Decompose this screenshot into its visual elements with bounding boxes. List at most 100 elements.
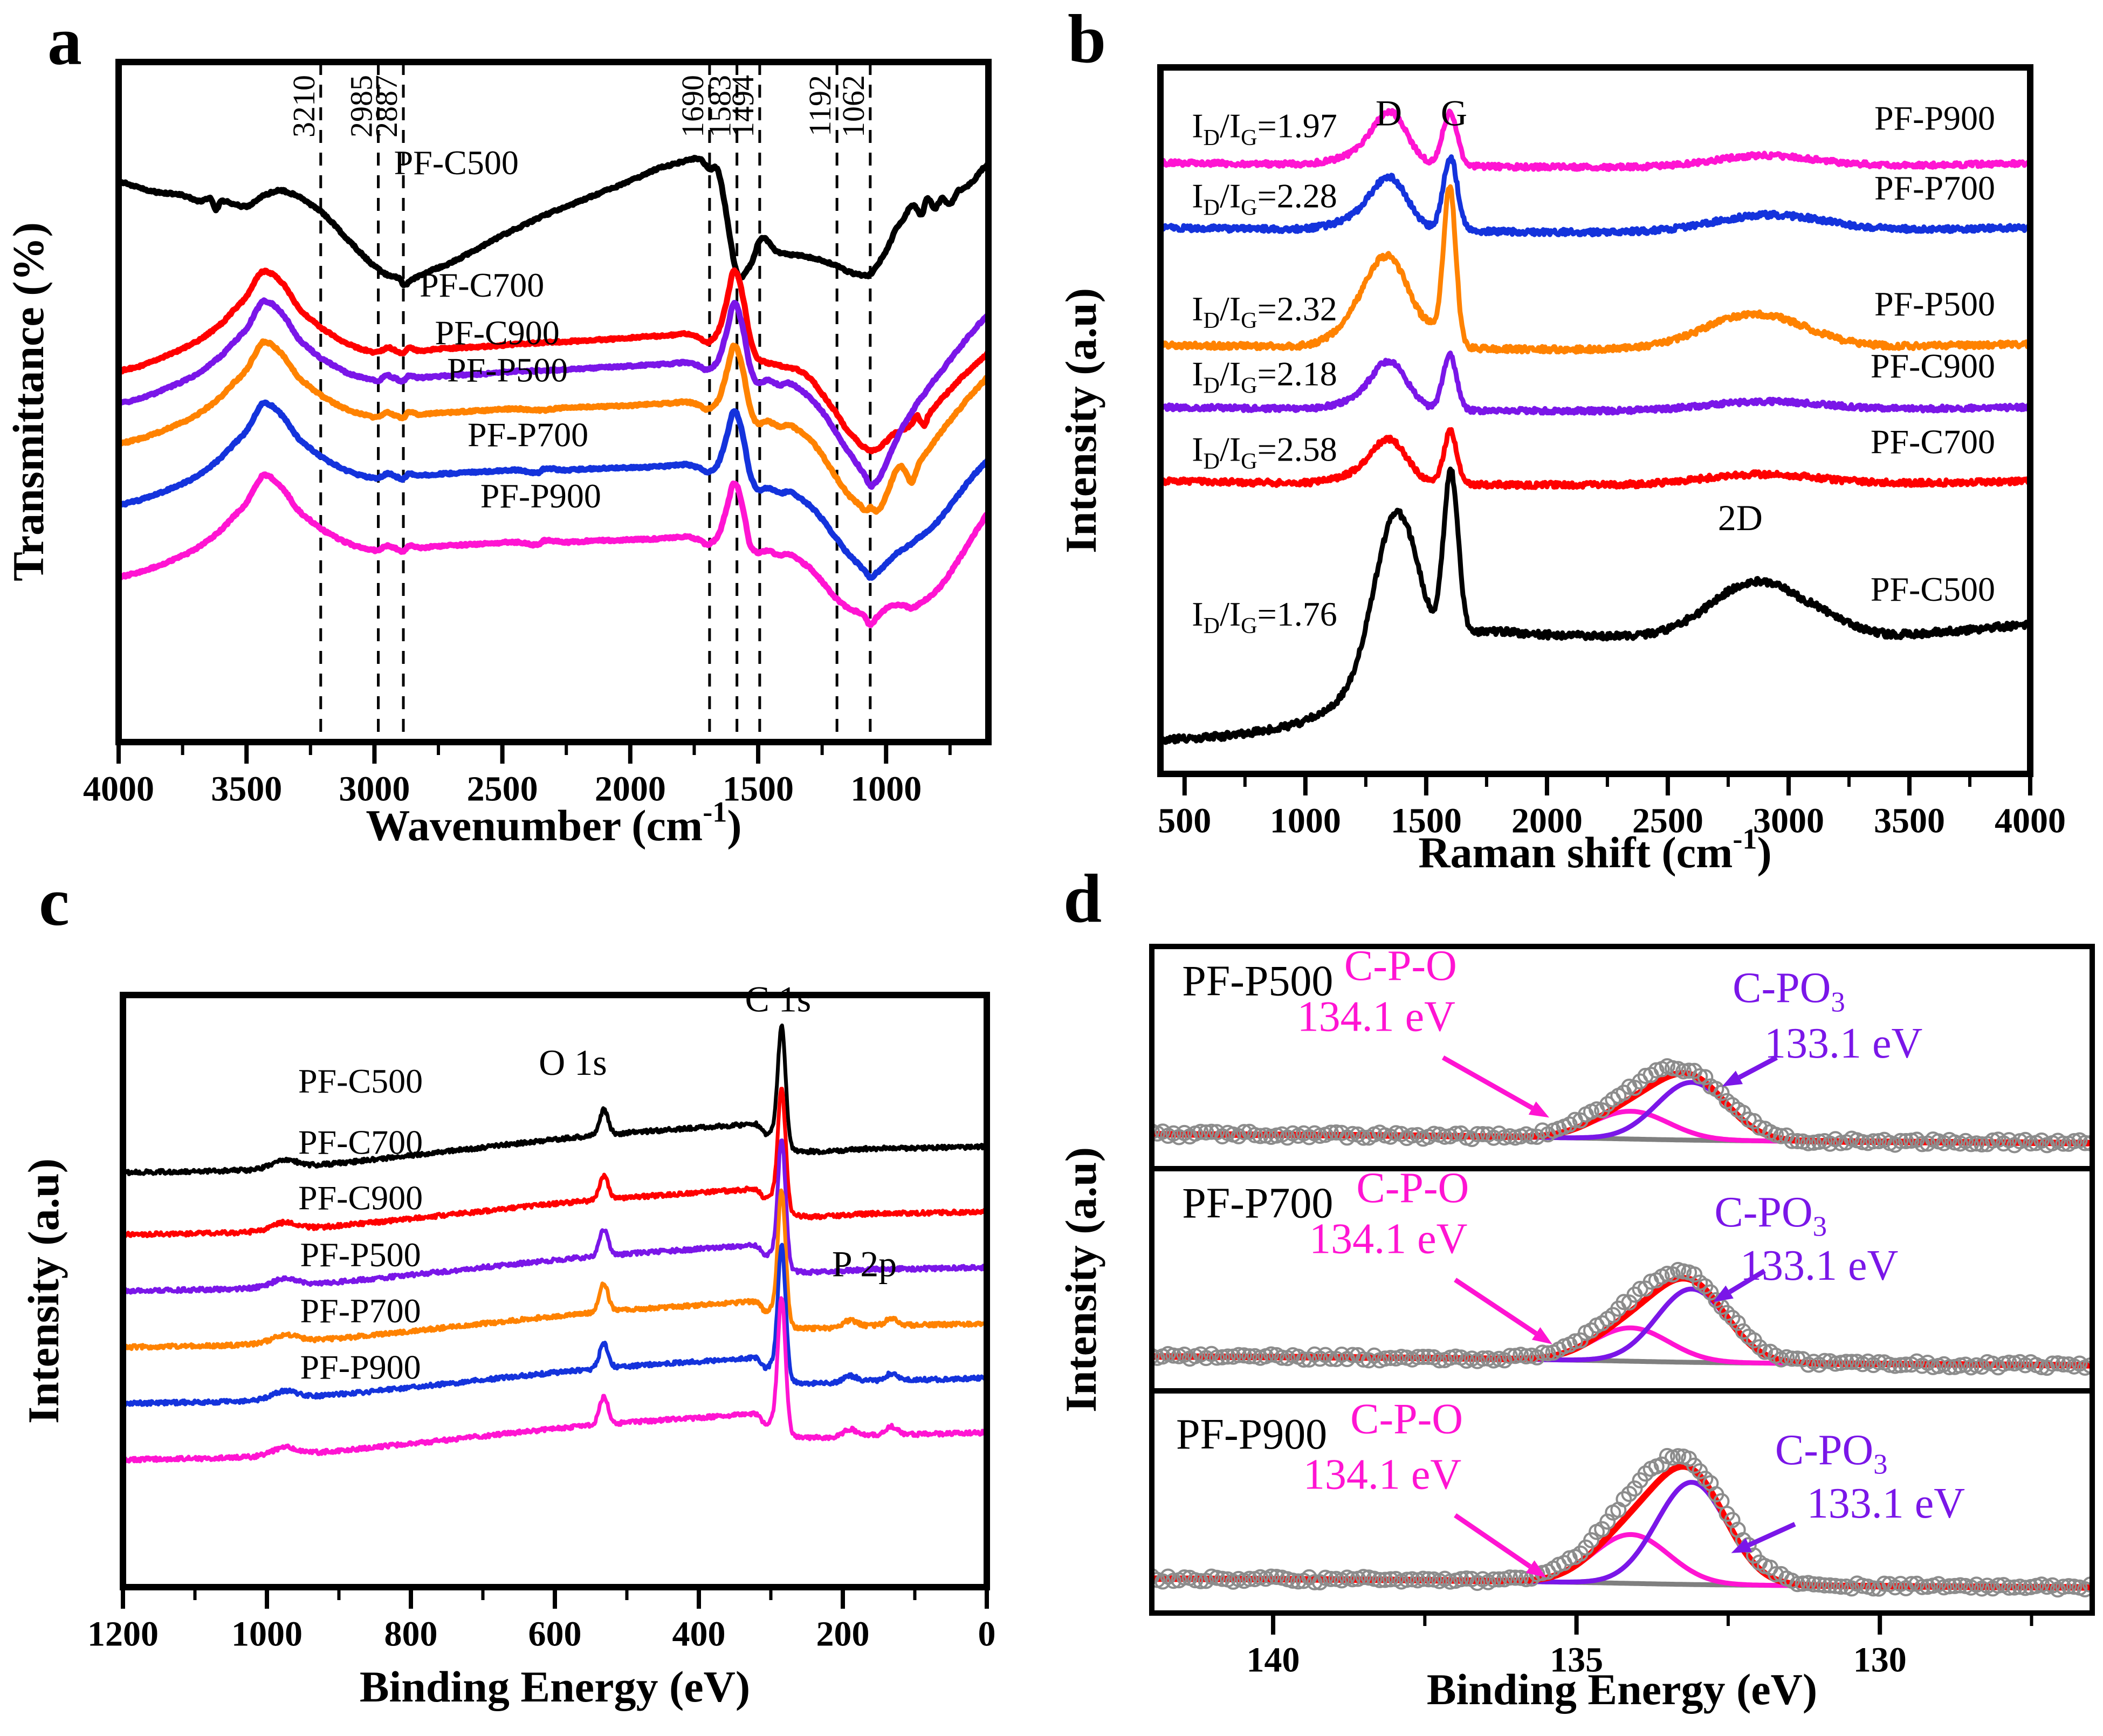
panel-d-letter: d	[1063, 860, 1102, 937]
panel-d3: 140 135 130 PF-P900 C-P-O 134.1 eV C-PO3133.1 …	[1149, 1388, 2095, 1714]
panel-d2-arrow-1-head	[1713, 1285, 1734, 1302]
panel-c-label-5: PF-P900	[300, 1348, 421, 1387]
panel-c-ticklabel-1200: 1200	[87, 1614, 159, 1653]
panel-d2-label-4: 133.1 eV	[1740, 1242, 1898, 1289]
panel-a-series-PF-C700	[119, 267, 988, 455]
panel-c-series-PF-C500	[123, 1023, 987, 1176]
panel-d3-arrow-0-shaft	[1454, 1513, 1532, 1569]
panel-c-label-1: PF-C700	[298, 1123, 423, 1161]
panel-a-ticklabel-3000: 3000	[339, 769, 410, 808]
panel-a-series-PF-C900	[119, 297, 988, 490]
panel-b-series-PF-P500	[1160, 184, 2030, 355]
panel-a-label-5: PF-P900	[480, 477, 601, 515]
panel-b-label-3: ID/IG=1.97	[1192, 107, 1337, 150]
panel-a-series-PF-P500	[119, 338, 988, 515]
panel-a-label-0: PF-C500	[394, 143, 519, 182]
panel-d3-ticklabel-130: 130	[1853, 1640, 1907, 1679]
panel-a-refline-label-2985: 2985	[344, 75, 379, 138]
panel-c-letter: c	[39, 863, 70, 940]
panel-d3-xlabel: Binding Energy (eV)	[1427, 1665, 1817, 1714]
panel-a-series-PF-P700	[119, 399, 988, 581]
panel-c-ticklabel-800: 800	[384, 1614, 438, 1653]
panel-d1-arrow-1-head	[1722, 1071, 1743, 1087]
panel-b-label-1: G	[1441, 92, 1467, 133]
panel-a-ticklabel-2500: 2500	[467, 769, 538, 808]
panel-a-label-1: PF-C700	[420, 266, 544, 304]
panel-c-series-PF-P700	[123, 1243, 987, 1407]
panel-b-label-11: PF-P500	[1874, 285, 1995, 323]
panel-d2-arrow-1-shaft	[1728, 1268, 1766, 1294]
panel-d3-series-raw-data	[1152, 1447, 2092, 1598]
panel-d1-arrow-1-shaft	[1738, 1055, 1778, 1080]
panel-b-ticklabel-500: 500	[1158, 801, 1211, 840]
panel-d1-label-1: C-P-O	[1344, 942, 1457, 990]
panel-d1-arrow-0-shaft	[1441, 1055, 1534, 1110]
panel-a-refline-label-1583: 1583	[703, 75, 738, 138]
panel-c-ticklabel-600: 600	[528, 1614, 582, 1653]
panel-d2-series-raw-data	[1152, 1261, 2092, 1376]
panel-b-series-PF-C500	[1160, 466, 2030, 745]
panel-c-ticklabel-0: 0	[978, 1614, 996, 1653]
panel-b-ticklabel-1000: 1000	[1270, 801, 1341, 840]
panel-a-refline-label-1192: 1192	[802, 75, 837, 136]
panel-a-label-2: PF-C900	[435, 313, 560, 352]
panel-a-ticklabel-2000: 2000	[595, 769, 666, 808]
panel-d3-label-2: 134.1 eV	[1303, 1451, 1461, 1498]
panel-b-label-10: PF-P700	[1874, 169, 1995, 207]
panel-b-label-6: ID/IG=2.18	[1192, 355, 1337, 399]
panel-c-series-PF-C700	[123, 1087, 987, 1238]
panel-d2-ylabel: Intensity (a.u)	[1056, 1147, 1105, 1412]
panel-b-series-PF-C700	[1160, 427, 2030, 490]
panel-b-label-12: PF-C900	[1871, 347, 1995, 385]
panel-a-ticklabel-4000: 4000	[83, 769, 154, 808]
panel-d1-label-4: 133.1 eV	[1764, 1020, 1922, 1067]
panel-b-label-2: 2D	[1718, 497, 1763, 538]
panel-c-label-7: C 1s	[745, 979, 811, 1020]
panel-c-ticklabel-200: 200	[816, 1614, 870, 1653]
panel-b-label-0: D	[1376, 92, 1402, 133]
panel-c-label-4: PF-P700	[300, 1292, 421, 1330]
panel-c-xlabel: Binding Energy (eV)	[360, 1662, 750, 1711]
panel-b: 500 1000 1500 2000 2500 3000 3500 4000 D G 2D ID/IG…	[1056, 64, 2066, 877]
panel-a-label-4: PF-P700	[468, 415, 588, 454]
panel-d1-label-2: 134.1 eV	[1297, 993, 1455, 1041]
panel-d3-label-0: PF-P900	[1176, 1411, 1327, 1458]
panel-c-label-0: PF-C500	[298, 1062, 423, 1100]
panel-b-ticklabel-2500: 2500	[1632, 801, 1703, 840]
panel-b-label-5: ID/IG=2.32	[1192, 290, 1337, 333]
panel-c-label-6: O 1s	[539, 1042, 607, 1083]
panel-d2-label-2: 134.1 eV	[1309, 1216, 1467, 1263]
panel-c-label-2: PF-C900	[298, 1178, 423, 1217]
panel-a-refline-label-2887: 2887	[369, 75, 404, 138]
panel-d3-arrow-1-head	[1731, 1538, 1752, 1553]
panel-d2-arrow-0-shaft	[1454, 1278, 1538, 1336]
panel-b-label-4: ID/IG=2.28	[1192, 176, 1337, 220]
panel-b-ticklabel-3500: 3500	[1874, 801, 1945, 840]
panel-b-ylabel: Intensity (a.u)	[1056, 288, 1105, 553]
panel-a-series-PF-C500	[119, 155, 988, 289]
panel-a-label-3: PF-P500	[447, 351, 568, 389]
panel-b-label-14: PF-C500	[1871, 570, 1995, 608]
panel-b-ticklabel-1500: 1500	[1391, 801, 1462, 840]
panel-b-series-PF-C900	[1160, 351, 2030, 416]
panel-d3-arrow-1-shaft	[1748, 1522, 1796, 1547]
panel-d3-label-3: C-PO3	[1775, 1426, 1888, 1480]
panel-b-series-PF-P700	[1160, 154, 2030, 238]
panel-d3-ticklabel-140: 140	[1247, 1640, 1300, 1679]
panel-d3-ticklabel-135: 135	[1550, 1640, 1603, 1679]
panel-b-label-8: ID/IG=1.76	[1192, 595, 1337, 639]
panel-d1-label-0: PF-P500	[1182, 958, 1333, 1005]
panel-d1-label-3: C-PO3	[1733, 964, 1845, 1018]
panel-d3-label-1: C-P-O	[1350, 1395, 1463, 1443]
panel-c: 1200 1000 800 600 400 200 0 PF-C500 PF-C700 PF-C9…	[19, 979, 996, 1711]
panel-a-ticklabel-1500: 1500	[723, 769, 794, 808]
panel-b-series-PF-P900	[1160, 108, 2030, 172]
panel-b-label-13: PF-C700	[1871, 422, 1995, 461]
panel-d3-frame	[1149, 1388, 2095, 1616]
panel-b-letter: b	[1068, 1, 1107, 77]
panel-d1-series-raw-data	[1152, 1058, 2092, 1154]
